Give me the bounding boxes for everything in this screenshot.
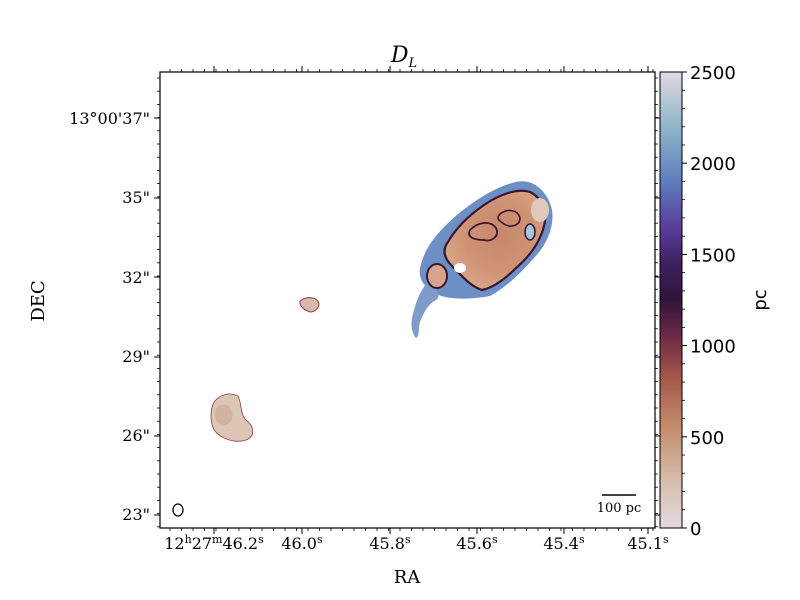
colorbar-tick-label: 1000	[690, 337, 736, 358]
colorbar-tick-label: 1500	[690, 245, 736, 266]
compact-source-hole	[454, 263, 466, 273]
bright-spot-right	[524, 223, 536, 241]
colorbar-tick-label: 0	[690, 519, 701, 540]
main-clump-contour-1	[468, 222, 498, 242]
y-tick-label: 23"	[122, 505, 150, 524]
x-tick-label: 45.4s	[543, 533, 585, 553]
small-knot	[299, 297, 320, 313]
plot-area	[159, 71, 656, 529]
y-tick-label: 13°00'37"	[69, 109, 150, 128]
southern-blob-shade	[214, 404, 233, 426]
colorbar-ticks: 0 500 1000 1500 2000 2500	[682, 63, 736, 540]
beam-ellipse	[172, 503, 184, 517]
compact-source	[426, 263, 448, 289]
x-tick-label-first: 12h27m46.2s	[164, 533, 264, 553]
y-tick-labels: 13°00'37" 35" 32" 29" 26" 23"	[69, 109, 150, 524]
y-tick-label: 26"	[122, 426, 150, 445]
x-tick-label: 45.1s	[627, 533, 669, 553]
scale-bar-label: 100 pc	[597, 501, 642, 516]
y-tick-label: 29"	[122, 347, 150, 366]
y-tick-label: 35"	[122, 188, 150, 207]
x-tick-label: 45.6s	[456, 533, 498, 553]
main-clump-contour-2	[497, 209, 521, 227]
colorbar-tick-label: 500	[690, 428, 724, 449]
y-axis-label: DEC	[28, 280, 49, 321]
main-clump-tail	[411, 282, 439, 338]
colorbar-label: pc	[750, 289, 771, 310]
colorbar-tick-label: 2500	[690, 63, 736, 84]
x-tick-label: 45.8s	[369, 533, 411, 553]
x-axis-label: RA	[394, 567, 422, 588]
chart-title: DL	[390, 43, 417, 71]
x-tick-labels: 12h27m46.2s 46.0s 45.8s 45.6s 45.4s 45.1…	[164, 533, 669, 553]
x-tick-label: 46.0s	[281, 533, 323, 553]
colorbar	[659, 71, 683, 529]
colorbar-tick-label: 2000	[690, 154, 736, 175]
y-tick-label: 32"	[122, 268, 150, 287]
bright-spot-upper-right	[531, 198, 549, 222]
heatmap-image	[210, 181, 553, 442]
